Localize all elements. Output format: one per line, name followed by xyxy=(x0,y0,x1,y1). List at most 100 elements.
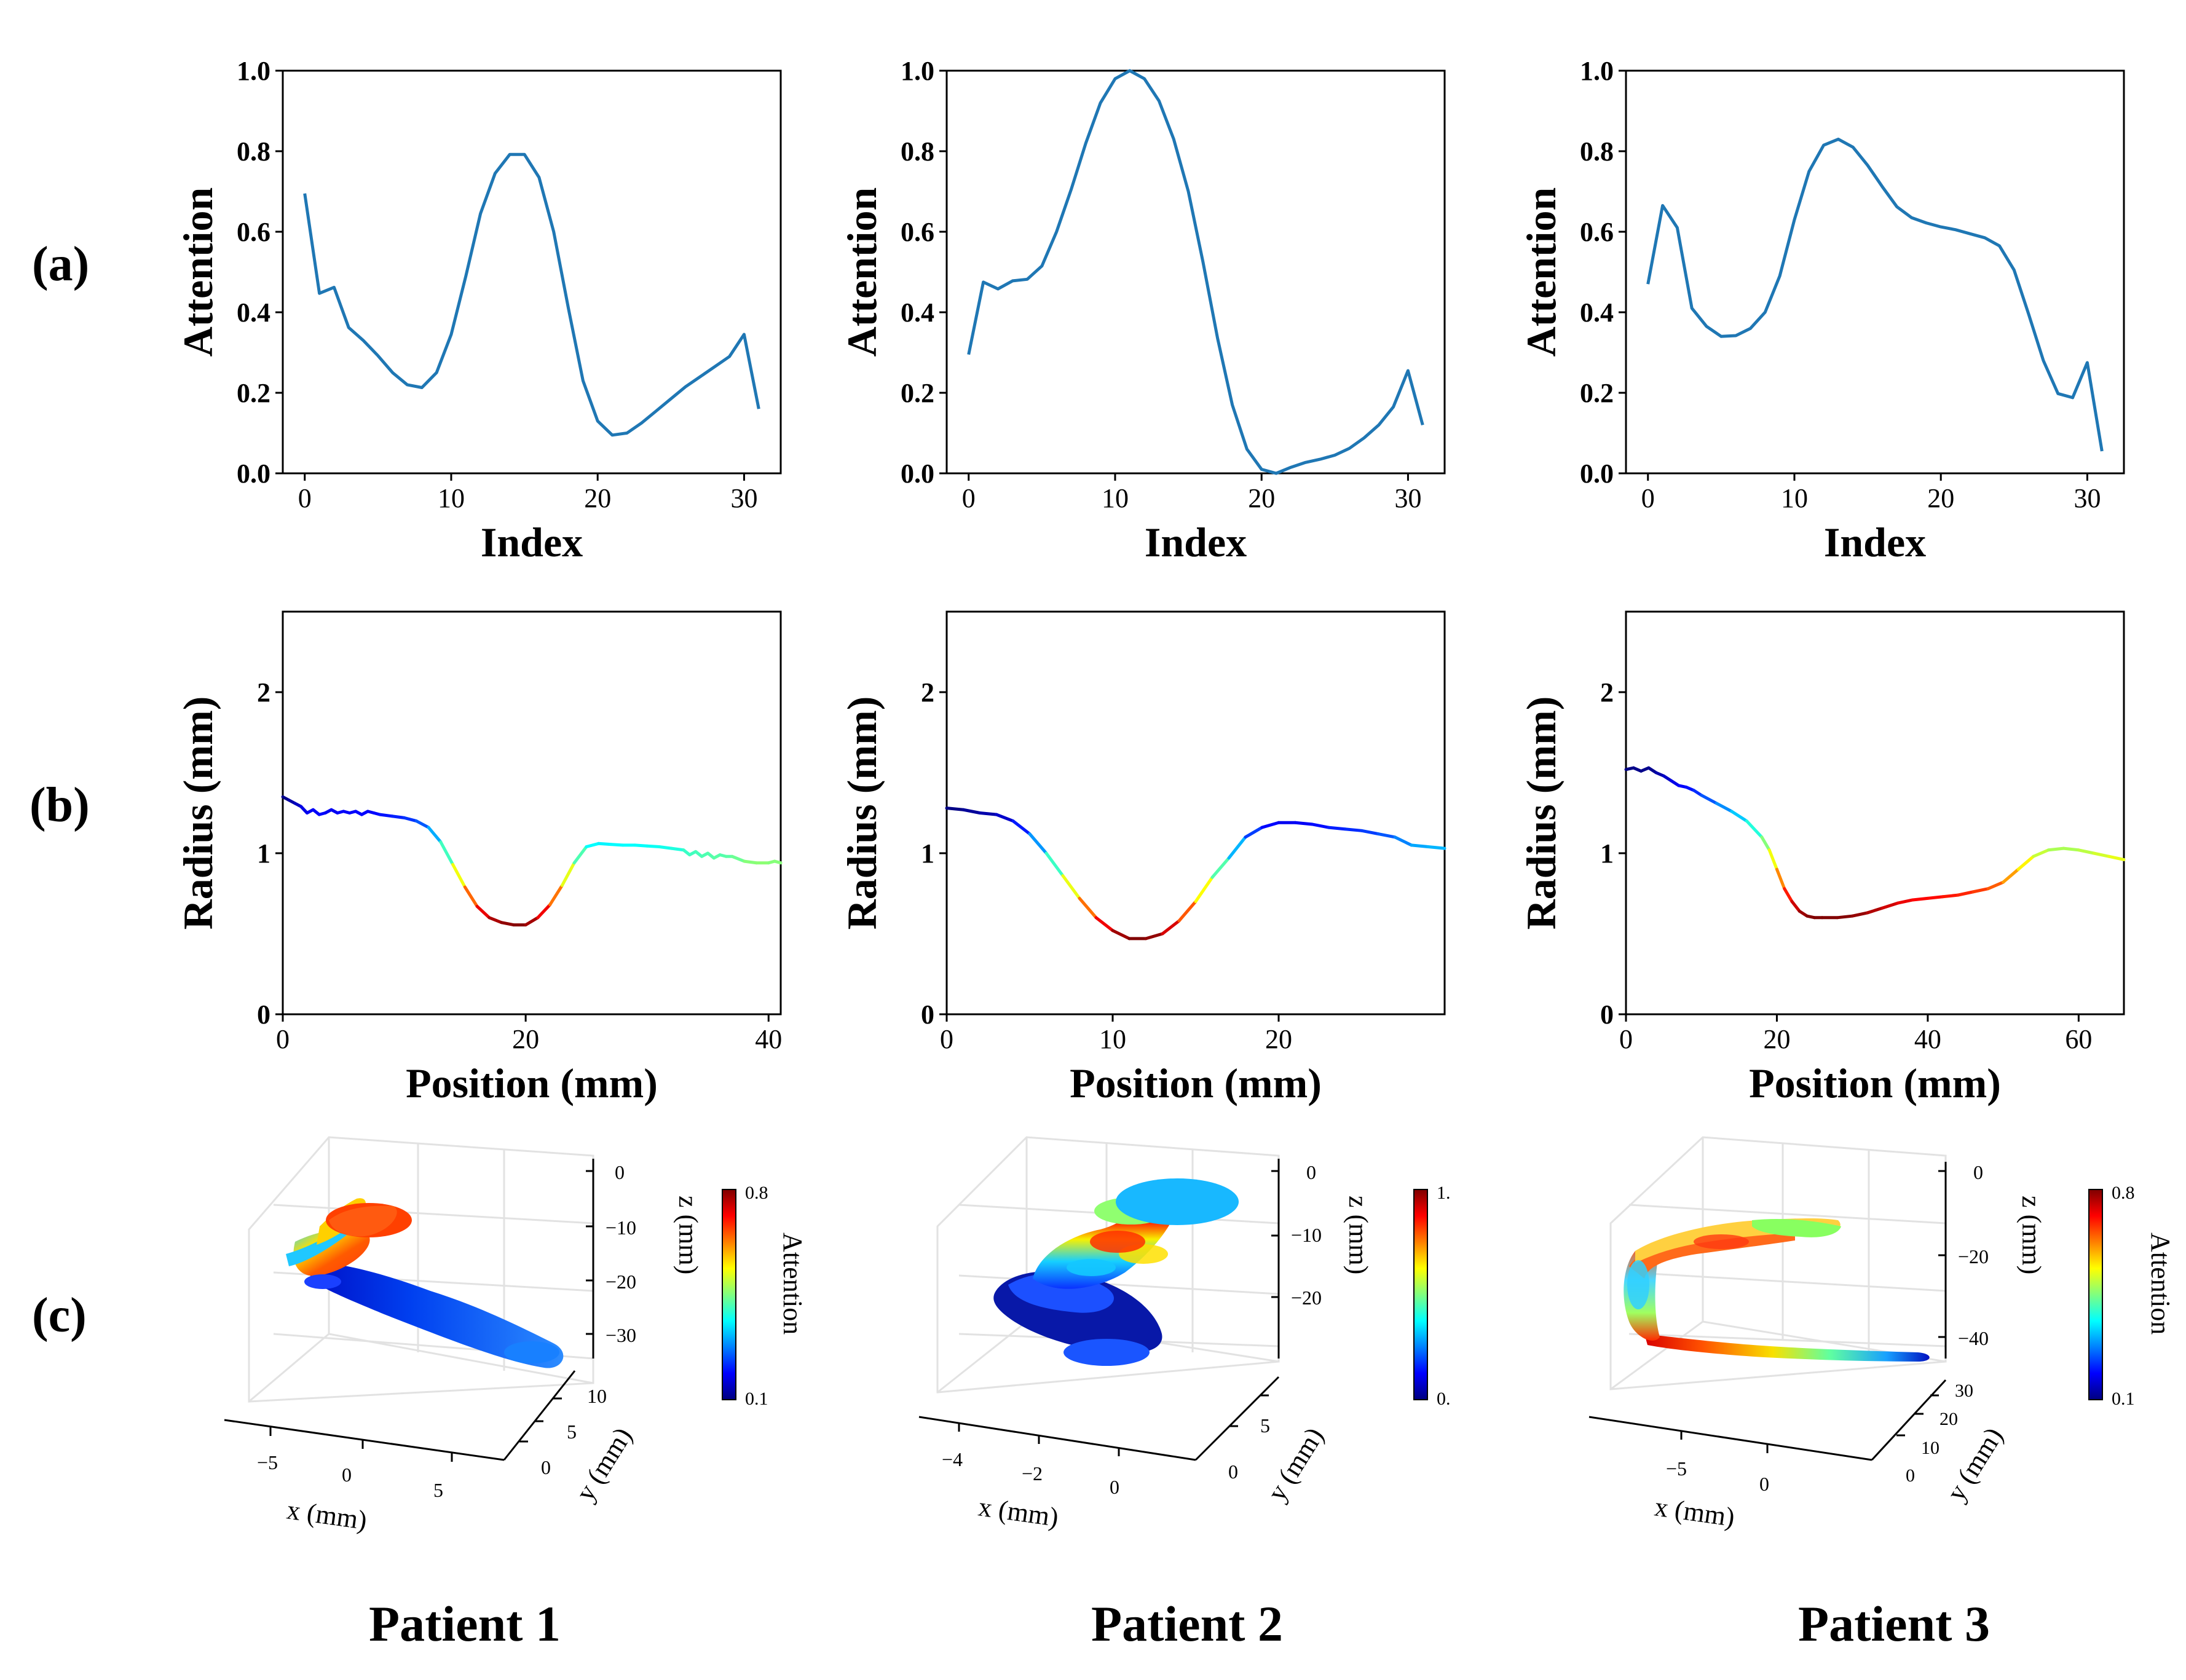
b2-segment-18 xyxy=(1244,826,1264,839)
b2-ytick-label-1: 1 xyxy=(921,838,934,869)
b1-segment-23 xyxy=(463,885,479,908)
a3-ytick-label-0: 0.0 xyxy=(1580,459,1614,489)
b3-plot-frame xyxy=(1625,610,2125,1015)
a3-ytick-label-1: 0.2 xyxy=(1580,378,1614,408)
b1-ytick-label-2: 2 xyxy=(257,677,270,708)
b2-segment-7 xyxy=(1061,874,1081,900)
b2-xtick-label-0: 0 xyxy=(940,1024,953,1054)
b1-segment-37 xyxy=(633,843,649,848)
a3-ylabel: Attention xyxy=(1518,187,1565,357)
c3-ytick-2: 20 xyxy=(1939,1409,1958,1429)
chart-a1: 0 10 20 30 0.0 0.2 0.4 0.6 0.8 1.0 Index Attention xyxy=(175,56,782,566)
chart-b3: 0 20 40 60 0 1 2 Position (mm) Radius (mm) xyxy=(1518,610,2126,1106)
b2-segment-27 xyxy=(1393,835,1413,847)
a1-xtick-label-1: 10 xyxy=(438,483,465,513)
b1-segment-20 xyxy=(427,826,443,844)
b3-xtick-label-1: 20 xyxy=(1763,1024,1790,1054)
a3-ytick-label-4: 0.8 xyxy=(1580,136,1614,167)
b2-segment-22 xyxy=(1310,822,1330,829)
a1-ytick-label-0: 0.0 xyxy=(237,459,270,489)
c3-axes xyxy=(1588,1162,1947,1461)
b1-segment-49 xyxy=(730,854,746,863)
b3-segment-26 xyxy=(1880,901,1900,910)
b3-segment-32 xyxy=(1971,887,1990,894)
c1-ylabel: y (mm) xyxy=(570,1422,638,1506)
a1-plot-frame xyxy=(282,69,782,475)
b3-ytick-label-0: 0 xyxy=(1600,1000,1614,1030)
a2-ytick-label-5: 1.0 xyxy=(901,56,934,86)
c2-xtick-1: −2 xyxy=(1022,1462,1043,1485)
b1-xtick-label-2: 40 xyxy=(755,1024,782,1054)
c1-ztick-1: −10 xyxy=(606,1217,636,1239)
b1-segment-26 xyxy=(500,921,515,927)
b2-segment-0 xyxy=(945,806,965,811)
c2-axes xyxy=(918,1159,1280,1461)
c2-tick-marks xyxy=(958,1170,1279,1456)
a1-xlabel: Index xyxy=(481,519,583,566)
a2-ytick-label-1: 0.2 xyxy=(901,378,934,408)
b2-segment-17 xyxy=(1227,835,1247,860)
a3-xtick-label-3: 30 xyxy=(2074,483,2101,513)
c1-zlabel: z (mm) xyxy=(673,1196,703,1274)
b1-segment-28 xyxy=(524,916,540,927)
a1-ytick-label-2: 0.4 xyxy=(237,298,270,328)
b1-xlabel: Position (mm) xyxy=(406,1060,658,1106)
b1-segment-22 xyxy=(451,862,467,889)
a1-series-line xyxy=(303,152,760,437)
a2-xtick-label-3: 30 xyxy=(1394,483,1421,513)
c2-ytick-1: 5 xyxy=(1260,1414,1270,1437)
b1-ytick-label-1: 1 xyxy=(257,838,270,869)
b1-xtick-label-0: 0 xyxy=(276,1024,290,1054)
b3-segment-25 xyxy=(1866,906,1884,915)
b3-xtick-label-0: 0 xyxy=(1619,1024,1633,1054)
b2-segment-3 xyxy=(995,813,1015,823)
b1-segment-30 xyxy=(548,883,564,907)
a2-ytick-label-2: 0.4 xyxy=(901,298,934,328)
b2-segment-29 xyxy=(1426,845,1446,850)
b3-segment-23 xyxy=(1836,914,1854,920)
b1-segment-24 xyxy=(475,904,491,920)
b3-segment-41 xyxy=(2107,854,2126,861)
c1-tick-marks xyxy=(269,1170,593,1462)
c2-colorbar xyxy=(1413,1189,1428,1400)
b1-segment-50 xyxy=(743,859,758,865)
b2-plot-frame xyxy=(945,610,1446,1015)
c1-xtick-2: 5 xyxy=(433,1479,443,1501)
b2-segment-24 xyxy=(1343,827,1363,832)
a1-ylabel: Attention xyxy=(175,187,221,357)
a3-ytick-label-5: 1.0 xyxy=(1580,56,1614,86)
b3-xlabel: Position (mm) xyxy=(1749,1060,2001,1106)
panel-c3: −5 0 x (mm) 0 10 20 30 y (mm) 0 −20 −40 … xyxy=(1588,1136,2176,1532)
c3-xtick-1: 0 xyxy=(1759,1473,1769,1495)
c3-xlabel: x (mm) xyxy=(1653,1491,1737,1532)
b1-segment-53 xyxy=(773,859,783,865)
b1-segment-33 xyxy=(585,842,601,849)
b2-segment-1 xyxy=(961,808,982,814)
c1-colorbar xyxy=(722,1189,736,1400)
b3-segment-14 xyxy=(1760,835,1771,852)
b2-segment-21 xyxy=(1293,821,1314,826)
a2-ylabel: Attention xyxy=(838,187,885,357)
c2-xtick-2: 0 xyxy=(1110,1476,1119,1498)
b2-segment-28 xyxy=(1410,843,1430,849)
a1-ytick-label-5: 1.0 xyxy=(237,56,270,86)
c3-ylabel: y (mm) xyxy=(1941,1422,2009,1506)
c1-axes xyxy=(224,1159,594,1461)
b3-segment-16 xyxy=(1775,867,1786,891)
panel-c2: −4 −2 0 x (mm) 0 5 y (mm) 0 −10 −20 z (m… xyxy=(918,1136,1451,1532)
c3-ytick-3: 30 xyxy=(1955,1381,1973,1401)
b3-segment-11 xyxy=(1714,802,1734,813)
b2-segment-13 xyxy=(1161,919,1181,936)
b2-ylabel: Radius (mm) xyxy=(838,696,885,930)
a2-ytick-label-4: 0.8 xyxy=(901,136,934,167)
b3-ytick-label-1: 1 xyxy=(1600,838,1614,869)
b3-segment-10 xyxy=(1700,794,1718,805)
b3-xtick-label-3: 60 xyxy=(2065,1024,2092,1054)
b2-segment-6 xyxy=(1044,851,1065,878)
b3-ylabel: Radius (mm) xyxy=(1518,696,1565,930)
c1-ytick-0: 0 xyxy=(541,1456,551,1478)
b2-segment-2 xyxy=(978,811,998,816)
c1-ztick-3: −30 xyxy=(606,1324,636,1346)
b1-ylabel: Radius (mm) xyxy=(175,696,221,930)
